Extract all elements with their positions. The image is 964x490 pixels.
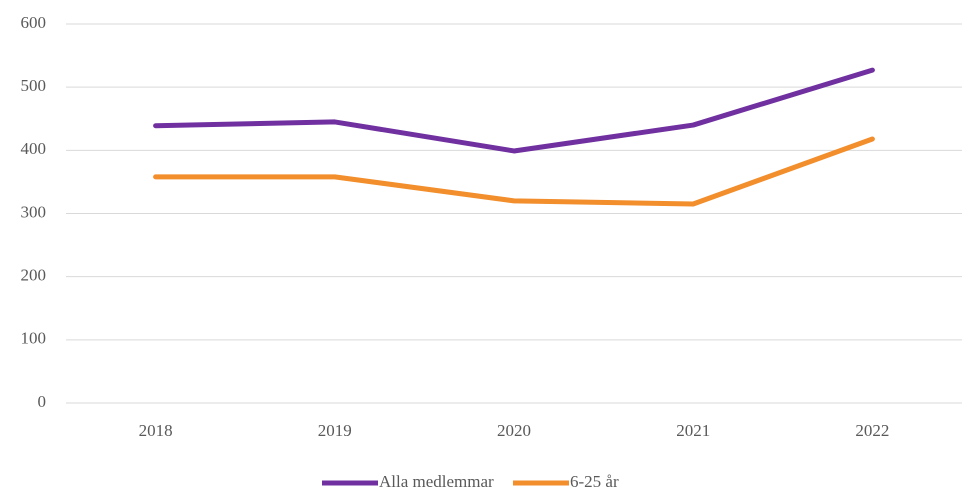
legend-label: Alla medlemmar: [379, 472, 494, 490]
line-series: [153, 136, 875, 207]
x-tick-label: 2020: [497, 421, 531, 440]
x-tick-label: 2019: [318, 421, 352, 440]
x-tick-label: 2022: [855, 421, 889, 440]
y-tick-label: 300: [21, 202, 47, 221]
y-tick-label: 500: [21, 76, 47, 95]
y-tick-label: 600: [21, 13, 47, 32]
x-tick-label: 2018: [139, 421, 173, 440]
y-tick-label: 100: [21, 329, 47, 348]
x-tick-label: 2021: [676, 421, 710, 440]
y-tick-label: 400: [21, 139, 47, 158]
line-series: [153, 67, 875, 154]
legend-label: 6-25 år: [570, 472, 619, 490]
y-tick-label: 0: [38, 392, 47, 411]
y-tick-label: 200: [21, 266, 47, 285]
